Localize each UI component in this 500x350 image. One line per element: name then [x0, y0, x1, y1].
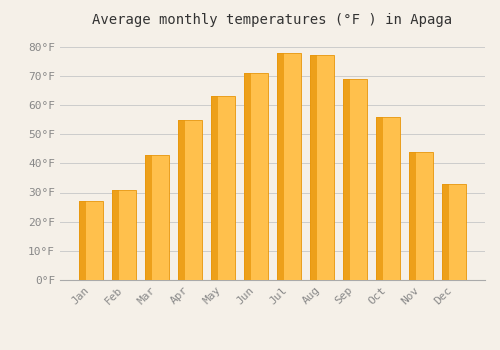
- Bar: [178, 120, 185, 280]
- Bar: [146, 155, 152, 280]
- Title: Average monthly temperatures (°F ) in Apaga: Average monthly temperatures (°F ) in Ap…: [92, 13, 452, 27]
- Bar: [343, 79, 349, 280]
- Bar: [178, 120, 202, 280]
- Bar: [310, 55, 334, 280]
- Bar: [310, 55, 316, 280]
- Bar: [343, 79, 367, 280]
- Bar: [277, 52, 284, 280]
- Bar: [244, 73, 268, 280]
- Bar: [80, 201, 103, 280]
- Bar: [277, 52, 301, 280]
- Bar: [442, 184, 448, 280]
- Bar: [409, 152, 416, 280]
- Bar: [211, 96, 235, 280]
- Bar: [409, 152, 432, 280]
- Bar: [112, 190, 136, 280]
- Bar: [244, 73, 251, 280]
- Bar: [80, 201, 86, 280]
- Bar: [112, 190, 119, 280]
- Bar: [376, 117, 400, 280]
- Bar: [442, 184, 466, 280]
- Bar: [146, 155, 169, 280]
- Bar: [211, 96, 218, 280]
- Bar: [376, 117, 382, 280]
